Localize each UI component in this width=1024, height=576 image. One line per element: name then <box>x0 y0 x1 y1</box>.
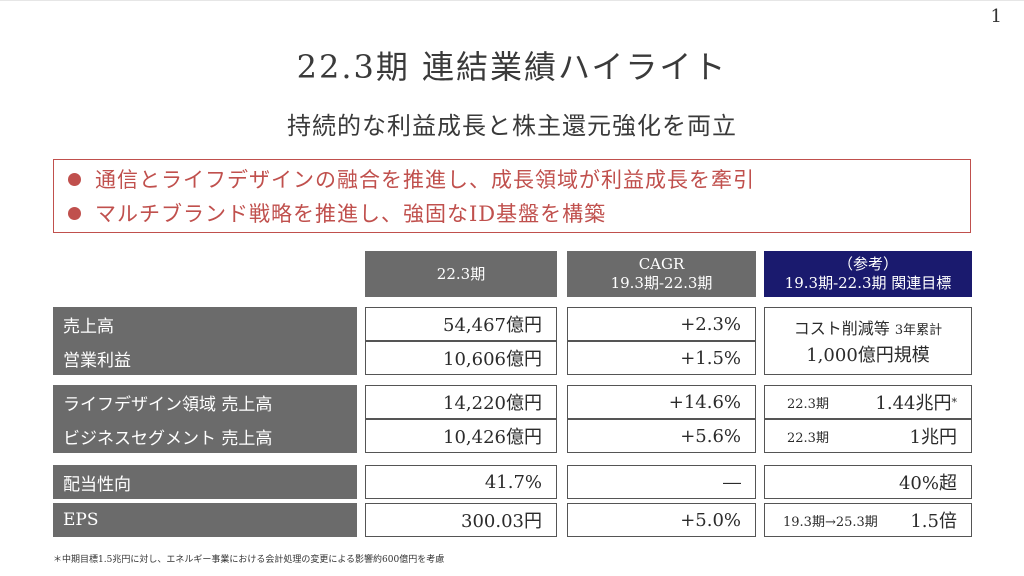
life-design-target-period: 22.3期 <box>787 396 829 412</box>
row-label-operating-income: 営業利益 <box>53 341 357 375</box>
footnote: ＊中期目標1.5兆円に対し、エネルギー事業における会計処理の変更による影響約60… <box>53 555 445 565</box>
eps-target-value: 1.5倍 <box>910 511 957 532</box>
bullet-item: 通信とライフデザインの融合を推進し、成長領域が利益成長を牽引 <box>68 164 755 194</box>
header-fy22: 22.3期 <box>365 251 557 297</box>
bullet-text: 通信とライフデザインの融合を推進し、成長領域が利益成長を牽引 <box>95 168 755 192</box>
bullet-text: マルチブランド戦略を推進し、強固なID基盤を構築 <box>95 202 607 226</box>
business-target: 22.3期 1兆円 <box>764 419 972 453</box>
bullet-dot-icon <box>68 206 81 220</box>
highlight-box: 通信とライフデザインの融合を推進し、成長領域が利益成長を牽引 マルチブランド戦略… <box>53 159 971 233</box>
payout-ratio-value: 41.7% <box>365 465 557 499</box>
revenue-value: 54,467億円 <box>365 307 557 341</box>
row-label-revenue: 売上高 <box>53 307 357 341</box>
business-revenue-cagr: +5.6% <box>567 419 756 453</box>
operating-income-cagr: +1.5% <box>567 341 756 375</box>
life-design-revenue-cagr: +14.6% <box>567 385 756 419</box>
page-subtitle: 持続的な利益成長と株主還元強化を両立 <box>287 112 737 140</box>
row-label-business-revenue: ビジネスセグメント 売上高 <box>53 419 357 453</box>
bullet-item: マルチブランド戦略を推進し、強固なID基盤を構築 <box>68 198 606 228</box>
business-target-period: 22.3期 <box>787 430 829 446</box>
eps-target-period: 19.3期→25.3期 <box>783 514 878 530</box>
life-design-target-value: 1.44兆円 <box>875 393 952 414</box>
eps-value: 300.03円 <box>365 503 557 537</box>
payout-ratio-target: 40%超 <box>764 465 972 499</box>
header-cagr-line2: 19.3期-22.3期 <box>610 274 713 292</box>
cost-target-line2: 1,000億円規模 <box>806 345 930 366</box>
life-design-revenue-value: 14,220億円 <box>365 385 557 419</box>
life-design-target-footnote-mark: * <box>951 395 958 409</box>
cost-reduction-target: コスト削減等 3年累計 1,000億円規模 <box>764 307 972 375</box>
header-cagr-line1: CAGR <box>638 255 685 273</box>
eps-target: 19.3期→25.3期 1.5倍 <box>764 503 972 537</box>
row-label-payout-ratio: 配当性向 <box>53 465 357 499</box>
cost-target-line1: コスト削減等 3年累計 <box>793 319 943 338</box>
page-number: 1 <box>990 6 1002 27</box>
row-label-eps: EPS <box>53 503 357 537</box>
header-cagr: CAGR 19.3期-22.3期 <box>567 251 756 297</box>
top-divider <box>0 0 1024 1</box>
payout-ratio-target-value: 40%超 <box>898 473 957 494</box>
business-target-value: 1兆円 <box>909 427 957 448</box>
header-reference-line1: （参考） <box>837 255 898 273</box>
eps-cagr: +5.0% <box>567 503 756 537</box>
bullet-dot-icon <box>68 172 81 186</box>
business-revenue-value: 10,426億円 <box>365 419 557 453</box>
page-title: 22.3期 連結業績ハイライト <box>296 48 728 86</box>
revenue-cagr: +2.3% <box>567 307 756 341</box>
header-reference-line2: 19.3期-22.3期 関連目標 <box>784 274 952 292</box>
payout-ratio-cagr: ― <box>567 465 756 499</box>
operating-income-value: 10,606億円 <box>365 341 557 375</box>
header-reference-target: （参考） 19.3期-22.3期 関連目標 <box>764 251 972 297</box>
header-fy22-label: 22.3期 <box>436 264 486 283</box>
row-label-life-design-revenue: ライフデザイン領域 売上高 <box>53 385 357 419</box>
life-design-target: 22.3期 1.44兆円 * <box>764 385 972 419</box>
